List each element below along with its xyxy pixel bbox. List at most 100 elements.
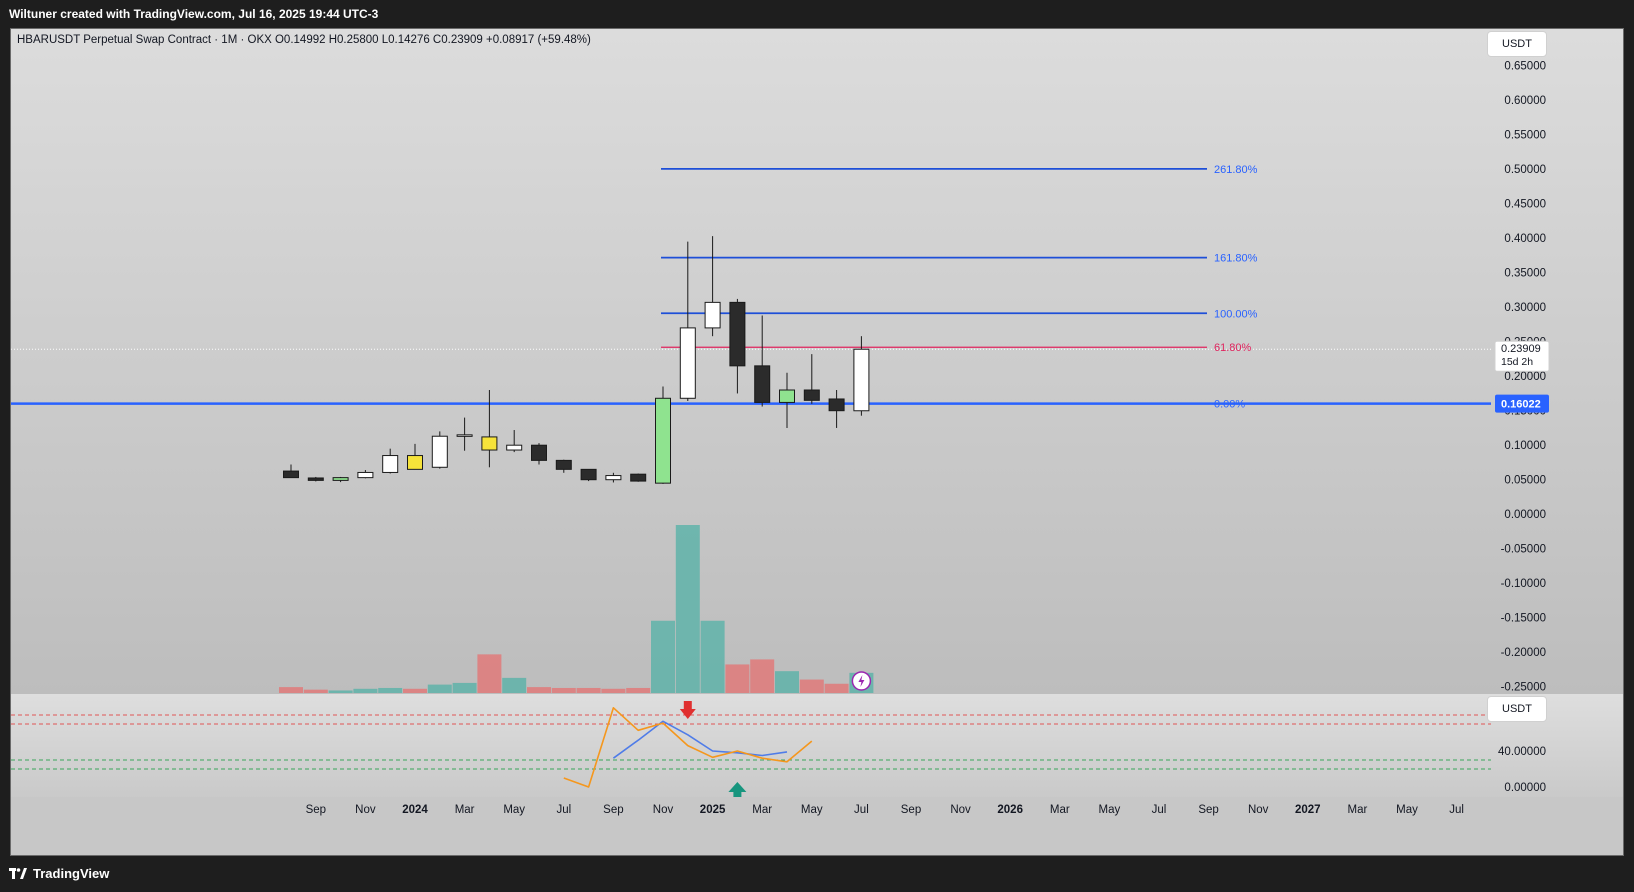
time-axis-label: 2026 [997, 804, 1023, 816]
time-axis-label: May [1396, 804, 1418, 816]
candle-body [307, 477, 324, 481]
sell-signal-arrow-icon [679, 701, 696, 719]
time-axis-label: Mar [455, 804, 475, 816]
oscillator-axis-label: 40.00000 [1498, 746, 1546, 758]
candles-layer [283, 236, 870, 484]
candle-body [456, 434, 473, 437]
price-axis-label: 0.55000 [1504, 130, 1546, 142]
candle-body [555, 459, 572, 470]
current-price-value: 0.23909 [1501, 343, 1541, 355]
time-axis-label: Nov [950, 804, 971, 816]
time-axis-label: Jul [854, 804, 869, 816]
footer-bar: TradingView [0, 856, 1634, 892]
price-axis-label: 0.00000 [1504, 509, 1546, 521]
price-axis-label: 0.50000 [1504, 164, 1546, 176]
price-axis-label: -0.25000 [1501, 682, 1546, 694]
price-currency-button[interactable]: USDT [1487, 31, 1547, 57]
candle-body [283, 470, 299, 479]
footer-brand-label: TradingView [33, 866, 110, 881]
current-price-tag [1494, 340, 1550, 372]
oscillator-signal-line [612, 720, 788, 759]
volume-bar [452, 682, 477, 693]
oscillator-main-line [563, 706, 813, 788]
candle-body [630, 473, 647, 482]
price-axis-label: -0.05000 [1501, 544, 1546, 556]
price-axis-label: 0.40000 [1504, 233, 1546, 245]
time-axis-background [11, 797, 1623, 855]
candle-body [779, 389, 795, 403]
time-axis-label: 2025 [700, 804, 726, 816]
candle-body [357, 471, 374, 479]
chart-frame: 0.00% 261.80% 161.80% 100.00% 61.80% 0.65000… [10, 28, 1624, 856]
volume-bar [675, 525, 700, 693]
volume-bar [651, 620, 675, 693]
candle-body [704, 301, 721, 329]
candle-body [605, 475, 622, 481]
volume-bar [626, 687, 651, 693]
volume-bar [601, 688, 626, 693]
candle-body [332, 477, 349, 481]
price-axis-label: 0.60000 [1504, 95, 1546, 107]
candle-body [580, 468, 597, 481]
candle-body [382, 455, 399, 473]
time-axis-label: Mar [752, 804, 772, 816]
chart-svg[interactable]: 0.00% 261.80% 161.80% 100.00% 61.80% 0.65000… [11, 29, 1624, 856]
axis-layer: 0.65000 0.60000 0.55000 0.50000 0.45000 0.400… [306, 61, 1546, 816]
candle-body [853, 348, 870, 412]
price-axis-label: 0.05000 [1504, 475, 1546, 487]
candle-body [754, 365, 771, 403]
volume-bar [700, 620, 725, 693]
fib-label: 161.80% [1214, 253, 1258, 265]
volume-bar [502, 677, 527, 693]
volume-bar [303, 689, 328, 693]
time-axis-label: Nov [355, 804, 376, 816]
price-axis-label: -0.20000 [1501, 647, 1546, 659]
candle-body [828, 398, 845, 412]
price-axis-label: 0.30000 [1504, 302, 1546, 314]
time-axis-label: Jul [1152, 804, 1167, 816]
oscillator-axis-label: 0.00000 [1504, 782, 1546, 794]
volume-bar [403, 688, 427, 693]
time-axis-label: May [503, 804, 525, 816]
time-axis-label: May [1099, 804, 1121, 816]
volume-bar [378, 687, 403, 693]
buy-signal-arrow-icon [728, 782, 747, 797]
volume-bar [775, 671, 799, 693]
tradingview-brand[interactable]: TradingView [9, 866, 109, 881]
price-axis-label: -0.15000 [1501, 613, 1546, 625]
candle-body [803, 389, 820, 401]
fibonacci-layer: 0.00% 261.80% 161.80% 100.00% 61.80% [11, 164, 1491, 411]
time-axis-label: Nov [1248, 804, 1269, 816]
price-axis-label: 0.65000 [1504, 61, 1546, 73]
tradingview-logo-icon [9, 867, 27, 879]
main-pane-background [11, 29, 1623, 694]
price-axis-label: 0.20000 [1504, 371, 1546, 383]
volume-layer [279, 525, 874, 693]
time-axis-label: Sep [901, 804, 921, 816]
volume-bar [427, 684, 452, 693]
oscillator-currency-button[interactable]: USDT [1487, 696, 1547, 722]
time-axis-label: Sep [603, 804, 623, 816]
time-axis-label: 2027 [1295, 804, 1321, 816]
time-axis-label: Mar [1347, 804, 1367, 816]
fib-label: 0.00% [1214, 399, 1245, 411]
fib-label: 61.80% [1214, 342, 1252, 354]
support-price-value: 0.16022 [1501, 399, 1541, 411]
candle-body [431, 435, 448, 468]
volume-bar [824, 683, 849, 693]
price-axis-label: 0.10000 [1504, 440, 1546, 452]
attribution-header: Wiltuner created with TradingView.com, J… [0, 0, 1634, 28]
volume-bar [279, 687, 303, 693]
price-axis-label: 0.35000 [1504, 268, 1546, 280]
price-axis-label: 0.45000 [1504, 199, 1546, 211]
volume-bar [477, 654, 502, 693]
price-axis-label: -0.10000 [1501, 578, 1546, 590]
fib-label: 261.80% [1214, 164, 1258, 176]
time-axis-label: Sep [1198, 804, 1218, 816]
support-price-tag [1495, 394, 1549, 413]
time-axis-label: Jul [556, 804, 571, 816]
volume-bar [576, 687, 601, 693]
symbol-legend[interactable]: HBARUSDT Perpetual Swap Contract · 1M · … [17, 34, 591, 46]
volume-bar [725, 664, 750, 693]
